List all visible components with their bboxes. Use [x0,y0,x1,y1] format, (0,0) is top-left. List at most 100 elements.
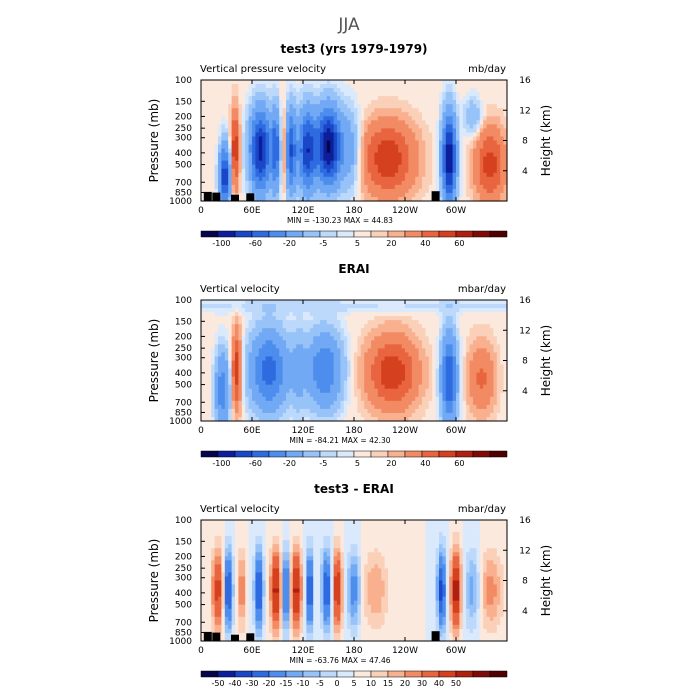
heatmap-cell [449,308,454,313]
heatmap-cell [211,116,216,121]
heatmap-cell [265,388,270,394]
heatmap-cell [255,168,260,174]
heatmap-cell [204,144,209,150]
heatmap-cell [415,320,420,325]
heatmap-cell [306,132,311,138]
heatmap-cell [374,352,379,358]
heatmap-cell [275,300,280,305]
heatmap-cell [211,160,216,166]
heatmap-cell [439,128,443,134]
heatmap-cell [411,356,416,362]
heatmap-cell [459,152,464,158]
heatmap-cell [316,336,321,341]
heatmap-cell [418,196,423,202]
heatmap-cell [343,396,348,402]
heatmap-cell [490,328,494,333]
heatmap-cell [241,100,246,105]
heatmap-cell [388,356,392,362]
heatmap-cell [265,184,270,190]
heatmap-cell [289,300,294,305]
heatmap-cell [228,340,233,345]
heatmap-cell [503,188,508,194]
heatmap-cell [425,168,430,174]
heatmap-cell [500,120,505,125]
heatmap-cell [371,352,375,358]
heatmap-cell [496,176,501,182]
heatmap-cell [490,144,494,150]
heatmap-cell [388,140,392,146]
heatmap-cell [503,372,508,378]
heatmap-cell [337,180,341,186]
heatmap-cell [289,172,294,178]
heatmap-cell [432,388,437,394]
heatmap-cell [252,132,256,138]
heatmap-cell [415,172,420,178]
heatmap-cell [330,336,335,341]
heatmap-cell [483,372,488,378]
heatmap-cell [286,104,290,109]
heatmap-cell [456,116,460,121]
heatmap-cell [459,352,464,358]
heatmap-cell [401,156,406,162]
heatmap-cell [238,384,243,390]
heatmap-cell [357,184,362,190]
heatmap-cell [394,80,399,85]
heatmap-cell [456,196,460,202]
heatmap-cell [241,164,246,170]
heatmap-cell [442,196,447,202]
heatmap-cell [408,332,413,337]
heatmap-cell [323,360,328,366]
heatmap-cell [258,148,263,154]
heatmap-cell [483,384,488,390]
heatmap-cell [435,376,440,382]
heatmap-cell [428,124,433,129]
heatmap-cell [449,92,454,97]
heatmap-cell [296,352,301,358]
heatmap-cell [415,148,420,154]
heatmap-cell [432,356,437,362]
heatmap-cell [384,300,389,305]
heatmap-cell [493,336,498,341]
heatmap-cell [350,136,355,142]
heatmap-cell [479,312,484,317]
heatmap-cell [496,120,501,125]
heatmap-cell [371,80,375,85]
heatmap-cell [333,368,338,374]
heatmap-cell [323,128,328,134]
heatmap-cell [377,124,382,129]
heatmap-cell [235,156,239,162]
heatmap-cell [432,308,437,313]
heatmap-cell [500,352,505,358]
heatmap-cell [442,324,447,329]
heatmap-cell [248,372,253,378]
heatmap-cell [371,120,375,125]
heatmap-cell [483,352,488,358]
heatmap-cell [496,316,501,321]
heatmap-cell [398,132,403,138]
heatmap-cell [408,156,413,162]
heatmap-cell [248,148,253,154]
heatmap-cell [479,384,484,390]
heatmap-cell [401,388,406,394]
heatmap-cell [473,360,477,366]
heatmap-cell [252,88,256,93]
heatmap-cell [337,336,341,341]
heatmap-cell [347,372,352,378]
heatmap-cell [388,368,392,374]
heatmap-cell [367,188,372,194]
heatmap-cell [381,348,386,354]
heatmap-cell [483,392,488,398]
heatmap-cell [218,104,222,109]
heatmap-cell [456,104,460,109]
heatmap-cell [258,80,263,85]
heatmap-cell [340,384,345,390]
heatmap-cell [496,360,501,366]
heatmap-cell [272,300,277,305]
heatmap-cell [435,336,440,341]
heatmap-cell [340,136,345,142]
heatmap-cell [496,172,501,178]
heatmap-cell [282,356,287,362]
heatmap-cell [299,312,304,317]
heatmap-cell [303,352,307,358]
heatmap-cell [211,304,216,309]
